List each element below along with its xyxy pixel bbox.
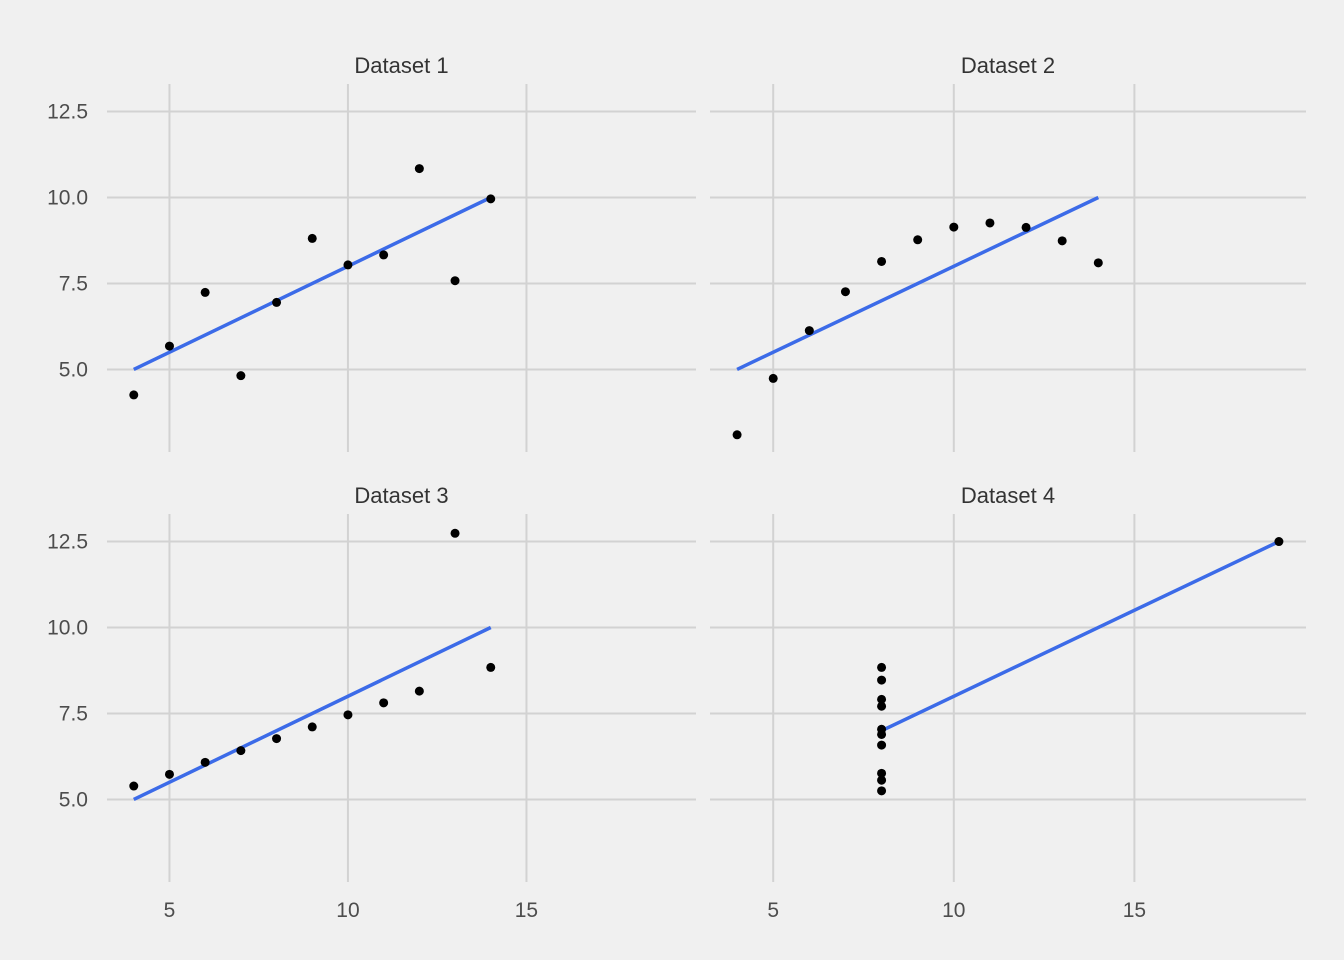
data-point xyxy=(164,341,174,351)
panel-4: Dataset 4 5 10 15 xyxy=(710,483,1306,922)
data-point xyxy=(379,250,389,260)
data-point xyxy=(486,662,496,672)
y-tick-label: 10.0 xyxy=(47,186,88,209)
y-tick-label: 12.5 xyxy=(47,101,88,124)
data-point xyxy=(450,528,460,538)
data-point xyxy=(236,371,246,381)
data-point xyxy=(307,233,317,243)
data-point xyxy=(414,686,424,696)
data-point xyxy=(486,194,496,204)
data-point xyxy=(1057,236,1067,246)
data-point xyxy=(804,326,814,336)
panel-title: Dataset 3 xyxy=(354,483,448,508)
data-point xyxy=(732,430,742,440)
panel-1: Dataset 1 5.0 7.5 10.0 12.5 xyxy=(47,53,696,452)
data-point xyxy=(877,675,887,685)
data-point xyxy=(379,698,389,708)
data-point xyxy=(200,757,210,767)
y-tick-label: 7.5 xyxy=(59,702,88,725)
panel-title: Dataset 1 xyxy=(354,53,448,78)
data-point xyxy=(768,373,778,383)
data-point xyxy=(236,746,246,756)
y-tick-label: 5.0 xyxy=(59,358,88,381)
data-point xyxy=(877,662,887,672)
panel-title: Dataset 4 xyxy=(961,483,1055,508)
data-point xyxy=(877,740,887,750)
y-tick-label: 5.0 xyxy=(59,788,88,811)
data-point xyxy=(877,694,887,704)
data-point xyxy=(877,768,887,778)
x-tick-label: 5 xyxy=(767,899,779,922)
regression-line xyxy=(736,195,1100,372)
data-point xyxy=(129,781,139,791)
y-tick-label: 7.5 xyxy=(59,272,88,295)
x-tick-label: 10 xyxy=(336,899,359,922)
data-point xyxy=(1093,258,1103,268)
x-tick-label: 10 xyxy=(942,899,965,922)
data-point xyxy=(913,235,923,245)
data-point xyxy=(1021,222,1031,232)
data-point xyxy=(200,287,210,297)
data-point xyxy=(877,786,887,796)
data-point xyxy=(129,390,139,400)
data-point xyxy=(985,218,995,228)
y-tick-label: 12.5 xyxy=(47,531,88,554)
data-point xyxy=(840,287,850,297)
data-point xyxy=(343,710,353,720)
data-point xyxy=(272,297,282,307)
x-tick-label: 15 xyxy=(515,899,538,922)
data-point xyxy=(343,260,353,270)
data-point xyxy=(877,729,887,739)
x-tick-label: 15 xyxy=(1123,899,1146,922)
data-point xyxy=(949,222,959,232)
data-point xyxy=(307,722,317,732)
data-point xyxy=(272,734,282,744)
data-point xyxy=(877,775,887,785)
x-tick-label: 5 xyxy=(164,899,176,922)
y-tick-label: 10.0 xyxy=(47,616,88,639)
data-point xyxy=(877,256,887,266)
regression-line xyxy=(133,195,492,372)
data-point xyxy=(877,701,887,711)
data-point xyxy=(164,769,174,779)
data-point xyxy=(1274,537,1284,547)
panel-title: Dataset 2 xyxy=(961,53,1055,78)
panel-3: Dataset 3 5.0 7.5 10.0 12.5 5 10 15 xyxy=(47,483,696,922)
data-point xyxy=(414,164,424,174)
regression-line xyxy=(880,539,1280,733)
data-point xyxy=(450,276,460,286)
regression-line xyxy=(133,625,492,802)
panel-2: Dataset 2 xyxy=(710,53,1306,452)
